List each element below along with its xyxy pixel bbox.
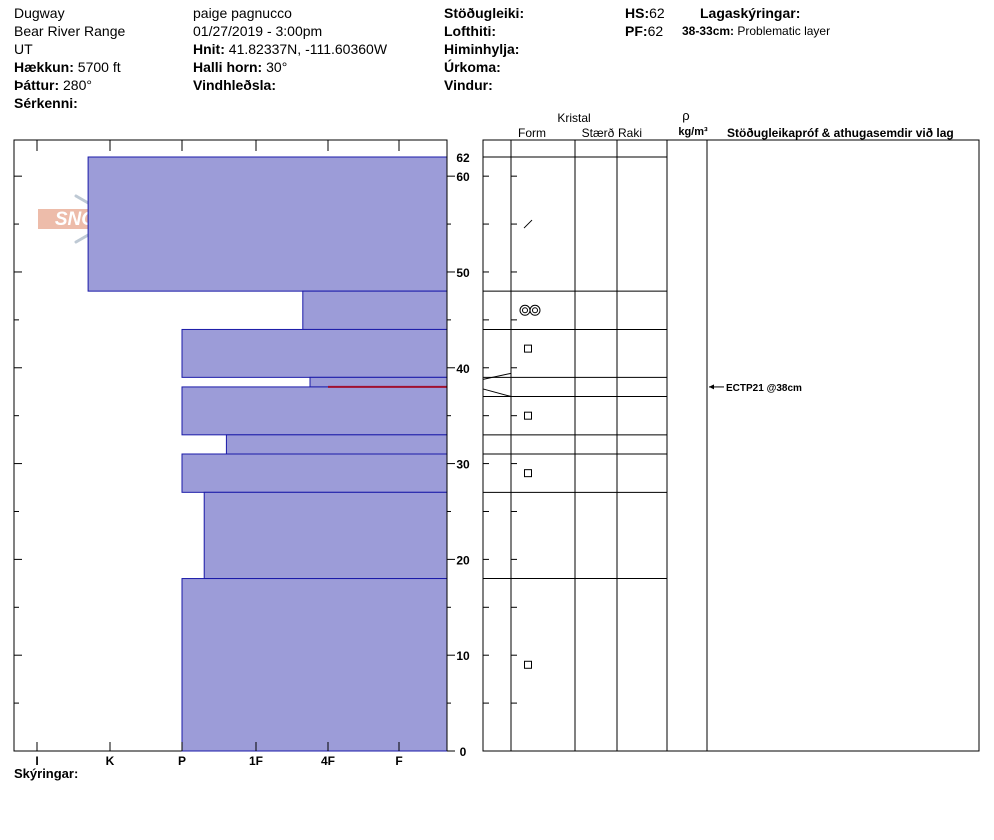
layer-notes-row: Lagaskýringar:	[700, 4, 800, 22]
hardness-bar	[302, 290, 448, 330]
depth-tick-label: 20	[456, 553, 470, 567]
table-frame	[482, 139, 980, 752]
depth-tick-label: 50	[456, 266, 470, 280]
coords-label: Hnit:	[193, 41, 225, 57]
outer-circle	[529, 304, 541, 316]
depth-top-label: 62	[456, 151, 470, 165]
aspect-value: 280°	[63, 77, 92, 93]
test-label: ECTP21 @38cm	[726, 383, 802, 394]
observation-info: paige pagnucco 01/27/2019 - 3:00pm Hnit:…	[193, 4, 387, 94]
hardness-tick-label: P	[178, 754, 186, 768]
inner-circle	[532, 307, 538, 314]
layer-connector	[482, 388, 512, 397]
square-symbol	[524, 411, 532, 420]
form-header: Form	[518, 126, 546, 140]
depth-axis: 0 10 20 30 40 50 60 62	[446, 140, 470, 759]
state-name: UT	[14, 41, 33, 57]
precip-row: Úrkoma:	[444, 58, 524, 76]
size-header: Stærð	[582, 126, 615, 140]
snow-depth-info: HS:62 PF:62	[625, 4, 665, 40]
test-arrowhead	[709, 384, 714, 390]
layer-connector	[482, 372, 512, 380]
square-symbol	[524, 344, 532, 353]
moisture-header: Raki	[618, 126, 642, 140]
hardness-bar	[87, 156, 448, 292]
hardness-bar	[181, 328, 448, 378]
sky-label: Himinhylja:	[444, 41, 520, 57]
coords-value: 41.82337N, -111.60360W	[228, 41, 388, 57]
hardness-bar	[181, 386, 448, 436]
elevation-value: 5700 ft	[77, 59, 121, 75]
density-unit-header: kg/m³	[678, 126, 708, 138]
layer-note-range: 38-33cm:	[682, 24, 735, 38]
weather-info: Stöðugleiki: Lofthiti: Himinhylja: Úrkom…	[444, 4, 524, 94]
wind-loading-label: Vindhleðsla:	[193, 77, 276, 93]
inner-circle	[522, 307, 528, 314]
wind-label: Vindur:	[444, 77, 493, 93]
elevation-row: Hækkun: 5700 ft	[14, 58, 125, 76]
aspect-label: Þáttur:	[14, 77, 60, 93]
observer-name: paige pagnucco	[193, 5, 292, 21]
air-temp-row: Lofthiti:	[444, 22, 524, 40]
aspect-row: Þáttur: 280°	[14, 76, 125, 94]
site-info: Dugway Bear River Range UT Hækkun: 5700 …	[14, 4, 125, 112]
elevation-label: Hækkun:	[14, 59, 74, 75]
stability-row: Stöðugleiki:	[444, 4, 524, 22]
observation-datetime: 01/27/2019 - 3:00pm	[193, 23, 323, 39]
slope-row: Halli horn: 30°	[193, 58, 387, 76]
layer-notes: Lagaskýringar:	[700, 4, 800, 22]
square-symbol	[524, 469, 532, 478]
layers-table: ECTP21 @38cm	[482, 139, 980, 752]
sky-row: Himinhylja:	[444, 40, 524, 58]
depth-tick-label: 10	[456, 649, 470, 663]
hardness-bar	[181, 453, 448, 493]
hardness-panel	[13, 139, 448, 752]
depth-tick-label: 30	[456, 458, 470, 472]
depth-tick-label: 0	[460, 745, 467, 759]
crystal-header: Kristal	[557, 111, 590, 125]
layer-notes-label: Lagaskýringar:	[700, 5, 801, 21]
features-row: Sérkenni:	[14, 94, 125, 112]
stability-label: Stöðugleiki:	[444, 5, 525, 21]
hardness-bar	[309, 376, 448, 388]
slash-symbol	[523, 219, 533, 229]
pf-label: PF:	[625, 23, 648, 39]
hs-label: HS:	[625, 5, 650, 21]
outer-circle	[519, 304, 531, 316]
air-temp-label: Lofthiti:	[444, 23, 497, 39]
double-circle-symbol	[519, 304, 541, 316]
hardness-tick-label: F	[395, 754, 402, 768]
depth-tick-label: 40	[456, 362, 470, 376]
hardness-tick-label: I	[35, 754, 38, 768]
tests-header: Stöðugleikapróf & athugasemdir við lag	[727, 126, 954, 140]
square-symbol	[524, 660, 532, 669]
legend-label: Skýringar:	[14, 766, 78, 781]
hardness-axis: I K P 1F 4F F	[35, 754, 402, 768]
hardness-bar	[225, 434, 448, 455]
location-name: Dugway	[14, 5, 65, 21]
range-name: Bear River Range	[14, 23, 126, 39]
wind-loading-row: Vindhleðsla:	[193, 76, 387, 94]
precip-label: Úrkoma:	[444, 59, 501, 75]
features-label: Sérkenni:	[14, 95, 78, 111]
slope-value: 30°	[266, 59, 288, 75]
rho-header: ρ	[682, 108, 689, 123]
hardness-bar	[203, 491, 448, 580]
layer-note-text: Problematic layer	[737, 24, 831, 38]
hardness-tick-label: 4F	[321, 754, 335, 768]
coords-row: Hnit: 41.82337N, -111.60360W	[193, 40, 387, 58]
hardness-tick-label: 1F	[249, 754, 263, 768]
pf-row: PF:62	[625, 22, 665, 40]
depth-tick-label: 60	[456, 170, 470, 184]
slope-label: Halli horn:	[193, 59, 263, 75]
hardness-bar	[181, 578, 448, 752]
pf-value: 62	[647, 23, 664, 39]
hs-value: 62	[649, 5, 665, 21]
wind-row: Vindur:	[444, 76, 524, 94]
hs-row: HS:62	[625, 4, 665, 22]
hardness-tick-label: K	[106, 754, 115, 768]
layer-note: 38-33cm: Problematic layer	[682, 22, 830, 40]
